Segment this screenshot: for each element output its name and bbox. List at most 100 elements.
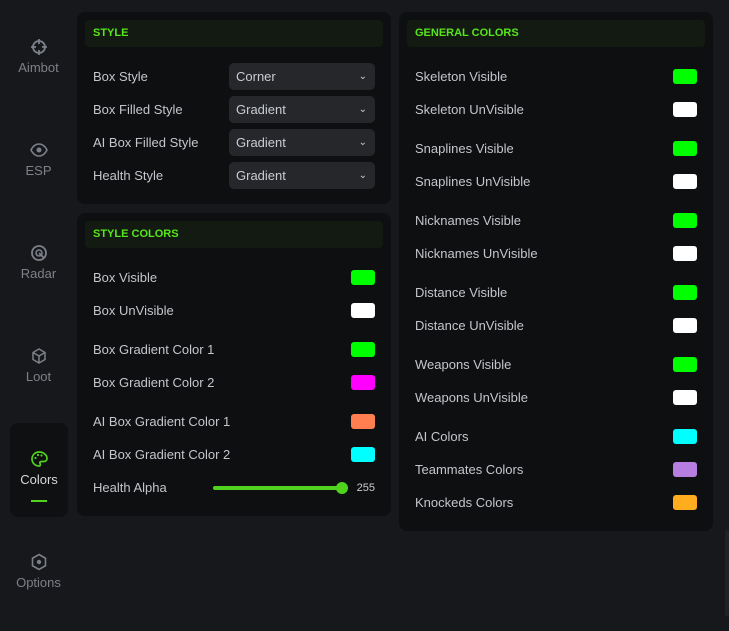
color-swatch[interactable] bbox=[351, 447, 375, 462]
health-alpha-row: Health Alpha 255 bbox=[93, 478, 375, 498]
color-swatch[interactable] bbox=[673, 390, 697, 405]
color-row: AI Box Gradient Color 2 bbox=[93, 445, 375, 465]
crosshair-icon bbox=[30, 39, 47, 55]
sidebar-item-options[interactable]: Options bbox=[0, 553, 77, 590]
color-row: Snaplines Visible bbox=[415, 139, 697, 159]
color-row-label: Box Visible bbox=[93, 270, 158, 285]
color-swatch[interactable] bbox=[673, 174, 697, 189]
style-row: Health Style Gradient ⌄ bbox=[93, 162, 375, 189]
color-row: Box Visible bbox=[93, 268, 375, 288]
dropdown-value: Corner bbox=[236, 69, 276, 84]
sidebar-item-radar[interactable]: Radar bbox=[0, 244, 77, 281]
sidebar-item-aimbot[interactable]: Aimbot bbox=[0, 38, 77, 75]
cube-icon bbox=[31, 348, 46, 364]
active-indicator bbox=[31, 500, 47, 502]
palette-icon bbox=[31, 451, 48, 467]
color-row-label: Distance UnVisible bbox=[415, 318, 524, 333]
color-row: Weapons UnVisible bbox=[415, 388, 697, 408]
style-dropdown[interactable]: Gradient ⌄ bbox=[229, 129, 375, 156]
color-swatch[interactable] bbox=[673, 285, 697, 300]
color-row: Box Gradient Color 1 bbox=[93, 340, 375, 360]
health-alpha-label: Health Alpha bbox=[93, 480, 167, 495]
sidebar-item-label: Aimbot bbox=[18, 60, 59, 75]
color-swatch[interactable] bbox=[351, 270, 375, 285]
color-swatch[interactable] bbox=[673, 213, 697, 228]
color-swatch[interactable] bbox=[351, 414, 375, 429]
chevron-down-icon: ⌄ bbox=[358, 170, 367, 181]
style-row-label: AI Box Filled Style bbox=[93, 135, 199, 150]
color-swatch[interactable] bbox=[673, 429, 697, 444]
color-row: Teammates Colors bbox=[415, 460, 697, 480]
color-row: AI Box Gradient Color 1 bbox=[93, 412, 375, 432]
style-dropdown[interactable]: Corner ⌄ bbox=[229, 63, 375, 90]
chevron-down-icon: ⌄ bbox=[358, 104, 367, 115]
sidebar-item-esp[interactable]: ESP bbox=[0, 141, 77, 178]
color-row-label: Nicknames UnVisible bbox=[415, 246, 538, 261]
sidebar-item-label: ESP bbox=[25, 163, 52, 178]
color-row-label: Skeleton Visible bbox=[415, 69, 508, 84]
color-swatch[interactable] bbox=[673, 318, 697, 333]
style-panel: STYLE Box Style Corner ⌄ Box Filled Style Gr… bbox=[77, 12, 391, 204]
dropdown-value: Gradient bbox=[236, 102, 286, 117]
sidebar-item-colors[interactable]: Colors bbox=[10, 423, 68, 517]
color-swatch[interactable] bbox=[351, 375, 375, 390]
general-colors-panel: GENERAL COLORS Skeleton Visible Skeleton … bbox=[399, 12, 713, 531]
radar-icon bbox=[30, 245, 47, 261]
sidebar-item-loot[interactable]: Loot bbox=[0, 347, 77, 384]
color-row: AI Colors bbox=[415, 427, 697, 447]
color-row-label: Knockeds Colors bbox=[415, 495, 514, 510]
style-dropdown[interactable]: Gradient ⌄ bbox=[229, 96, 375, 123]
color-swatch[interactable] bbox=[673, 102, 697, 117]
color-row-label: Skeleton UnVisible bbox=[415, 102, 524, 117]
health-alpha-value: 255 bbox=[356, 482, 375, 494]
general-colors-header: GENERAL COLORS bbox=[407, 20, 705, 47]
color-row-label: Box Gradient Color 2 bbox=[93, 375, 215, 390]
sidebar-item-label: Options bbox=[16, 575, 61, 590]
color-swatch[interactable] bbox=[673, 462, 697, 477]
chevron-down-icon: ⌄ bbox=[358, 137, 367, 148]
color-swatch[interactable] bbox=[673, 69, 697, 84]
chevron-down-icon: ⌄ bbox=[358, 71, 367, 82]
scrollbar[interactable] bbox=[725, 530, 729, 616]
sidebar-item-label: Loot bbox=[25, 369, 52, 384]
color-swatch[interactable] bbox=[673, 357, 697, 372]
color-row: Knockeds Colors bbox=[415, 493, 697, 513]
sidebar-item-label: Radar bbox=[20, 266, 57, 281]
gear-icon bbox=[31, 553, 46, 571]
color-swatch[interactable] bbox=[673, 141, 697, 156]
color-swatch[interactable] bbox=[673, 246, 697, 261]
health-alpha-slider[interactable] bbox=[213, 486, 343, 490]
style-colors-header: STYLE COLORS bbox=[85, 221, 383, 248]
color-row: Distance Visible bbox=[415, 283, 697, 303]
dropdown-value: Gradient bbox=[236, 168, 286, 183]
style-row: Box Filled Style Gradient ⌄ bbox=[93, 96, 375, 123]
color-row-label: Nicknames Visible bbox=[415, 213, 521, 228]
style-row-label: Box Filled Style bbox=[93, 102, 183, 117]
color-row-label: Weapons Visible bbox=[415, 357, 512, 372]
color-row: Nicknames Visible bbox=[415, 211, 697, 231]
health-alpha-slider-handle[interactable] bbox=[336, 482, 348, 494]
color-swatch[interactable] bbox=[351, 303, 375, 318]
color-row: Box Gradient Color 2 bbox=[93, 373, 375, 393]
sidebar-item-label: Colors bbox=[20, 472, 58, 487]
style-header: STYLE bbox=[85, 20, 383, 47]
style-row: AI Box Filled Style Gradient ⌄ bbox=[93, 129, 375, 156]
style-dropdown[interactable]: Gradient ⌄ bbox=[229, 162, 375, 189]
color-row-label: Snaplines Visible bbox=[415, 141, 514, 156]
style-row: Box Style Corner ⌄ bbox=[93, 63, 375, 90]
color-row: Snaplines UnVisible bbox=[415, 172, 697, 192]
style-row-label: Health Style bbox=[93, 168, 164, 183]
color-row-label: Teammates Colors bbox=[415, 462, 524, 477]
color-row: Box UnVisible bbox=[93, 301, 375, 321]
color-row-label: Box UnVisible bbox=[93, 303, 174, 318]
color-swatch[interactable] bbox=[351, 342, 375, 357]
color-swatch[interactable] bbox=[673, 495, 697, 510]
dropdown-value: Gradient bbox=[236, 135, 286, 150]
color-row-label: AI Colors bbox=[415, 429, 469, 444]
color-row: Skeleton UnVisible bbox=[415, 100, 697, 120]
color-row-label: AI Box Gradient Color 1 bbox=[93, 414, 231, 429]
color-row-label: Snaplines UnVisible bbox=[415, 174, 531, 189]
style-colors-panel: STYLE COLORS Box Visible Box UnVisible Box… bbox=[77, 213, 391, 516]
color-row: Skeleton Visible bbox=[415, 67, 697, 87]
color-row-label: AI Box Gradient Color 2 bbox=[93, 447, 231, 462]
